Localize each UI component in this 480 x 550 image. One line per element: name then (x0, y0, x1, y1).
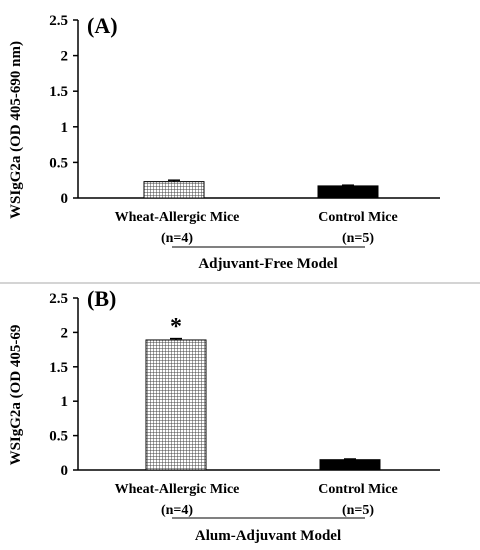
panel-b: (B) WSIgG2a (OD 405-69 0 0.5 1 1.5 2 2.5 * Wh… (8, 286, 440, 544)
panel-b-category-2-label: Control Mice (318, 482, 397, 497)
panel-a-label: (A) (87, 13, 118, 38)
panel-b-y-tick-label: 2.5 (49, 291, 68, 307)
panel-b-y-axis-label: WSIgG2a (OD 405-69 (8, 325, 24, 466)
panel-a-y-tick-label: 0.5 (49, 155, 68, 171)
panel-a-bar-1 (143, 181, 205, 199)
panel-a-bars (143, 179, 379, 199)
panel-a-y-tick-label: 1.5 (49, 84, 68, 100)
panel-b-model-label: Alum-Adjuvant Model (195, 528, 341, 544)
panel-b-bar-1 (145, 339, 207, 471)
panel-a-y-tick-label: 1 (61, 120, 69, 136)
panel-b-y-tick-label: 2 (61, 325, 69, 341)
panel-a-model-label: Adjuvant-Free Model (198, 256, 337, 272)
panel-b-bars: * (145, 314, 381, 471)
panel-b-y-tick-label: 0.5 (49, 429, 68, 445)
panel-b-y-ticks: 0 0.5 1 1.5 2 2.5 (49, 291, 78, 479)
panel-b-bar-2 (319, 459, 381, 471)
panel-a-bar-2 (317, 185, 379, 199)
panel-a-y-tick-label: 2 (61, 49, 69, 65)
panel-b-category-1-label: Wheat-Allergic Mice (115, 482, 240, 497)
panel-a-category-1-n: (n=4) (161, 231, 193, 246)
panel-a-category-2-n: (n=5) (342, 231, 374, 246)
panel-a-category-1-label: Wheat-Allergic Mice (115, 210, 240, 225)
panel-b-label: (B) (87, 286, 116, 311)
panel-a-y-tick-label: 0 (61, 191, 69, 207)
panel-b-axes (77, 298, 440, 471)
panel-b-significance-marker: * (170, 314, 182, 340)
panel-b-y-tick-label: 1.5 (49, 360, 68, 376)
panel-b-category-2-n: (n=5) (342, 503, 374, 518)
panel-a-category-2-label: Control Mice (318, 210, 397, 225)
panel-b-category-1-n: (n=4) (161, 503, 193, 518)
panel-b-y-tick-label: 0 (61, 463, 69, 479)
panel-a-y-ticks: 0 0.5 1 1.5 2 2.5 (49, 13, 78, 207)
panel-a: (A) WSIgG2a (OD 405-690 nm) 0 0.5 1 1.5 2 2.5… (8, 13, 440, 272)
panel-a-y-tick-label: 2.5 (49, 13, 68, 29)
panel-b-y-tick-label: 1 (61, 394, 69, 410)
panel-a-y-axis-label: WSIgG2a (OD 405-690 nm) (8, 41, 24, 219)
panel-a-axes (77, 20, 440, 199)
